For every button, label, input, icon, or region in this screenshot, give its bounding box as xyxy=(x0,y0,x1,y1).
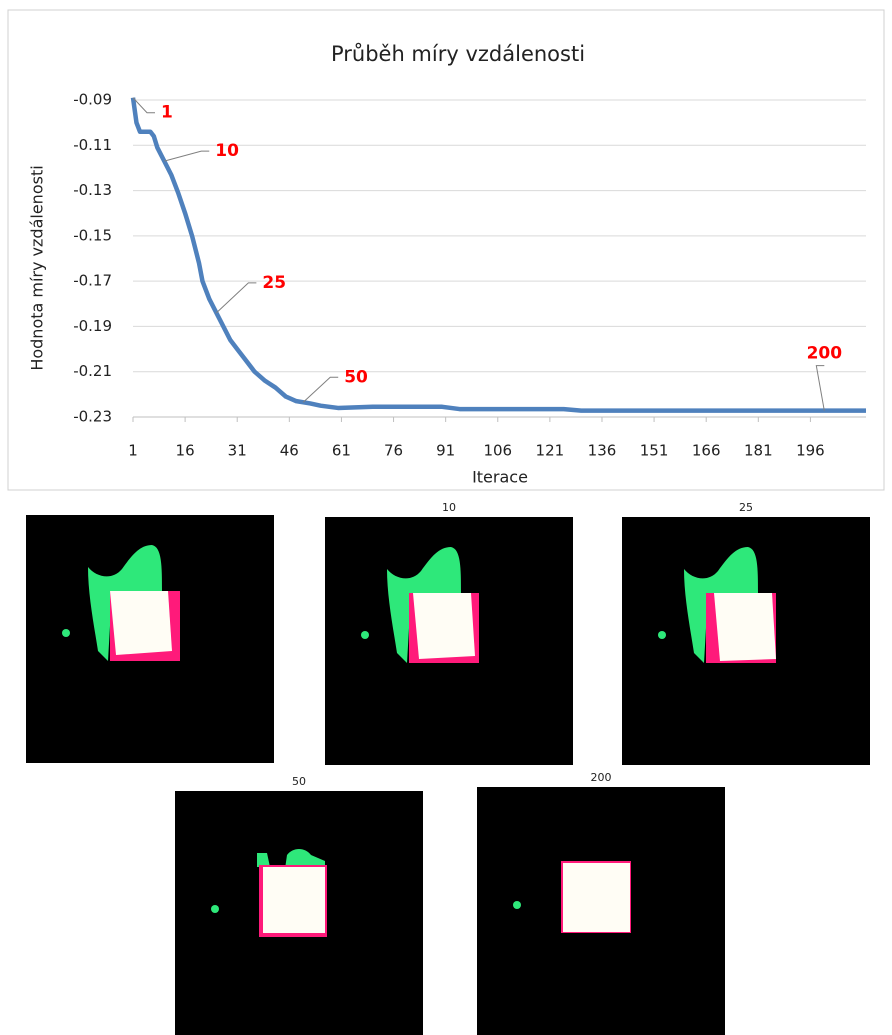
green-dot xyxy=(513,901,521,909)
y-tick-label: -0.11 xyxy=(73,136,112,154)
y-tick-label: -0.19 xyxy=(73,317,112,335)
x-tick-label: 46 xyxy=(280,442,299,460)
x-axis-label: Iterace xyxy=(472,468,528,487)
green-dot xyxy=(658,631,666,639)
image-panel xyxy=(26,515,274,763)
panel-title: 50 xyxy=(292,775,306,788)
page: {"chart_data": {"type": "line", "title":… xyxy=(0,0,892,1035)
y-tick-label: -0.13 xyxy=(73,181,112,199)
annotation-label: 50 xyxy=(344,367,368,387)
x-tick-label: 76 xyxy=(384,442,403,460)
y-tick-label: -0.23 xyxy=(73,408,112,426)
green-dot xyxy=(211,905,219,913)
x-tick-label: 91 xyxy=(436,442,455,460)
overlap-white xyxy=(714,593,776,661)
annotation-label: 10 xyxy=(215,141,239,161)
y-tick-label: -0.17 xyxy=(73,272,112,290)
annotation-label: 25 xyxy=(262,273,286,293)
y-axis-label: Hodnota míry vzdálenosti xyxy=(28,165,47,370)
chart-title: Průběh míry vzdálenosti xyxy=(331,42,585,66)
x-tick-label: 121 xyxy=(536,442,565,460)
x-tick-label: 31 xyxy=(228,442,247,460)
x-tick-label: 106 xyxy=(483,442,512,460)
x-tick-label: 1 xyxy=(128,442,138,460)
x-tick-label: 151 xyxy=(640,442,669,460)
annotation-label: 200 xyxy=(807,344,843,364)
x-tick-label: 196 xyxy=(796,442,825,460)
x-tick-label: 136 xyxy=(588,442,617,460)
figure: Průběh míry vzdálenosti Iterace Hodnota … xyxy=(0,0,892,1035)
image-panel xyxy=(175,791,423,1035)
image-panel xyxy=(622,517,870,765)
image-panel xyxy=(477,787,725,1035)
overlap-white xyxy=(563,863,630,932)
x-tick-label: 61 xyxy=(332,442,351,460)
panel-title: 10 xyxy=(442,501,456,514)
panel-title: 25 xyxy=(739,501,753,514)
x-tick-label: 181 xyxy=(744,442,773,460)
overlap-white xyxy=(263,867,325,933)
image-panel xyxy=(325,517,573,765)
overlap-white xyxy=(413,593,475,659)
y-tick-label: -0.21 xyxy=(73,362,112,380)
x-tick-label: 166 xyxy=(692,442,721,460)
green-dot xyxy=(62,629,70,637)
x-tick-label: 16 xyxy=(176,442,195,460)
green-dot xyxy=(361,631,369,639)
y-tick-label: -0.09 xyxy=(73,91,112,109)
overlap-white xyxy=(110,591,172,655)
annotation-label: 1 xyxy=(161,103,173,123)
y-tick-label: -0.15 xyxy=(73,226,112,244)
panel-title: 200 xyxy=(591,771,612,784)
